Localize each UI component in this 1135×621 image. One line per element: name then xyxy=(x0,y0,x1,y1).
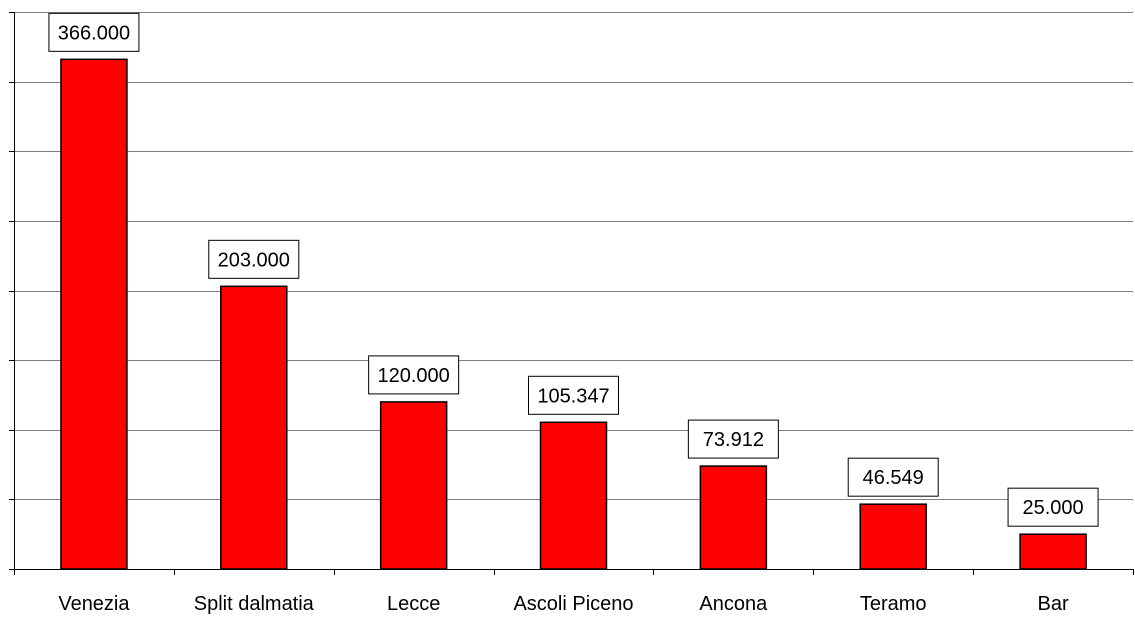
gridlines xyxy=(14,12,1133,500)
data-label-box xyxy=(687,419,779,459)
x-tick-label: Ascoli Piceno xyxy=(513,593,633,615)
data-label-box xyxy=(48,12,140,52)
bar xyxy=(60,58,128,570)
data-label-box xyxy=(208,239,300,279)
data-label-box xyxy=(368,355,460,395)
data-label: 25.000 xyxy=(1022,497,1083,519)
data-label-box xyxy=(528,375,619,415)
x-tick-label: Ancona xyxy=(699,593,768,615)
data-label-box xyxy=(1007,487,1099,527)
x-tick-label: Lecce xyxy=(387,593,440,615)
bars xyxy=(60,58,1087,570)
data-labels: 366.000 203.000 120.000 105.347 73.912 46.549… xyxy=(48,12,1099,527)
bar xyxy=(220,285,288,570)
x-tick-label: Teramo xyxy=(860,593,927,615)
bar xyxy=(539,421,608,570)
x-tick-label: Split dalmatia xyxy=(194,593,315,615)
bar xyxy=(859,503,927,570)
data-label: 46.549 xyxy=(863,467,924,489)
data-label: 120.000 xyxy=(377,365,449,387)
bar xyxy=(379,401,448,570)
data-label-box xyxy=(847,457,939,497)
data-label: 203.000 xyxy=(218,249,290,271)
x-tick-labels: Venezia Split dalmatia Lecce Ascoli Piceno A… xyxy=(58,593,1069,615)
data-label: 366.000 xyxy=(58,22,130,44)
data-label: 73.912 xyxy=(703,429,764,451)
x-tick-label: Venezia xyxy=(58,593,130,615)
bar xyxy=(1019,533,1087,570)
data-label: 105.347 xyxy=(537,385,609,407)
bar xyxy=(699,465,768,570)
x-tick-label: Bar xyxy=(1038,593,1069,615)
